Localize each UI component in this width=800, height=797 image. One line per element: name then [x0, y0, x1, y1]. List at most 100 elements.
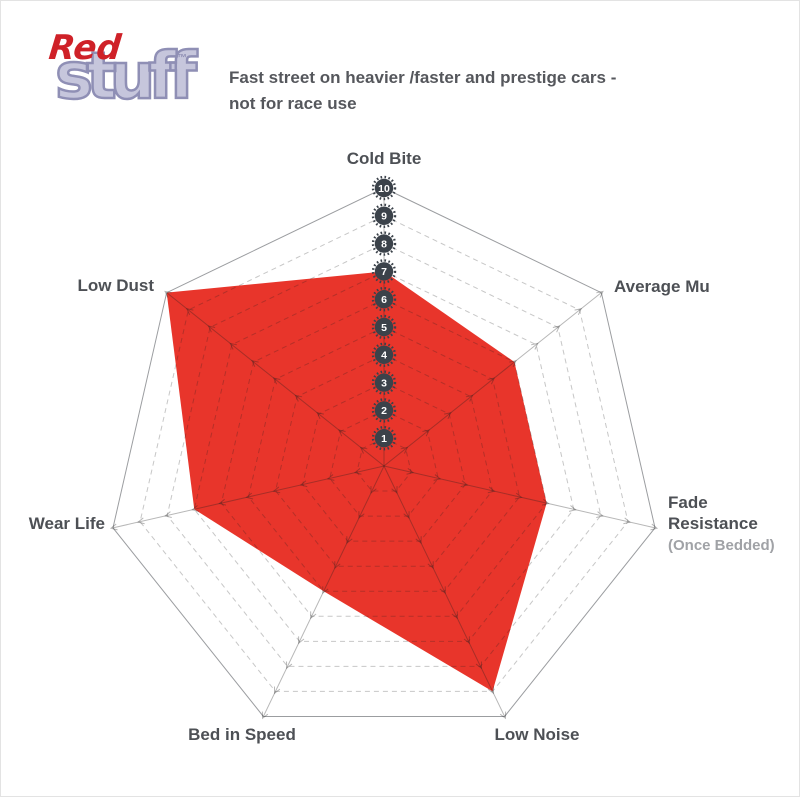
grid-ring-8 [166, 243, 602, 667]
tick-chevron [310, 611, 317, 620]
tick-chevron [433, 474, 442, 481]
tick-chevron [465, 394, 474, 402]
tick-chevron [218, 498, 227, 506]
tick-chevron [359, 446, 368, 454]
axis-spoke-2 [383, 465, 656, 529]
tick-chevron [346, 536, 353, 544]
tick-chevron [596, 290, 604, 298]
tick-chevron [272, 377, 281, 385]
data-polygon [166, 271, 547, 692]
axis-sublabel-fade-resistance: (Once Bedded) [668, 537, 775, 554]
tick-chevron [294, 394, 303, 402]
tick-chevron [422, 429, 430, 437]
chart-description: Fast street on heavier /faster and prest… [229, 65, 616, 117]
scale-number-9: 9 [381, 211, 387, 223]
tick-chevron [358, 511, 365, 519]
axis-spoke-3 [383, 465, 506, 717]
tick-chevron [650, 523, 659, 531]
axis-label-fade-resistance: Fade Resistance (Once Bedded) [668, 493, 775, 554]
logo-trademark: ™ [177, 53, 187, 64]
tick-chevron [427, 561, 434, 569]
tick-chevron [316, 412, 324, 420]
scale-number-3: 3 [381, 377, 387, 389]
axis-spoke-6 [166, 292, 385, 467]
tick-chevron [338, 429, 346, 437]
description-line-2: not for race use [229, 94, 357, 113]
scale-badge-3: 3 [371, 370, 397, 395]
tick-chevron [531, 342, 539, 350]
tick-chevron [487, 486, 496, 494]
tick-chevron [596, 511, 604, 519]
tick-chevron [499, 711, 507, 720]
scale-badge-7: 7 [371, 259, 397, 284]
logo-red-text: Red [46, 28, 123, 68]
axis-label-cold-bite: Cold Bite [347, 149, 422, 168]
scale-badge-5: 5 [371, 314, 397, 340]
scale-number-2: 2 [381, 405, 387, 417]
axis-spoke-4 [262, 465, 385, 717]
tick-chevron [403, 511, 410, 519]
tick-chevron [326, 474, 335, 481]
tick-chevron [353, 467, 362, 475]
grid-ring-7 [193, 270, 575, 642]
grid-ring-10 [112, 187, 656, 717]
tick-chevron [623, 517, 631, 525]
scale-number-6: 6 [381, 294, 387, 306]
scale-number-8: 8 [381, 238, 387, 250]
axis-label-low-dust: Low Dust [78, 276, 155, 295]
description-line-1: Fast street on heavier /faster and prest… [229, 68, 617, 87]
tick-chevron [299, 480, 308, 488]
tick-chevron [451, 611, 458, 620]
tick-chevron [191, 505, 199, 512]
scale-number-10: 10 [378, 183, 390, 195]
tick-chevron [164, 511, 172, 519]
scale-number-5: 5 [381, 322, 387, 334]
tick-chevron [552, 325, 561, 333]
tick-chevron [463, 636, 470, 645]
tick-chevron [460, 480, 469, 488]
scale-number-7: 7 [381, 266, 387, 278]
scale-badge-9: 9 [371, 203, 397, 229]
tick-chevron [415, 536, 422, 544]
logo-stuff-text: stuff [54, 40, 198, 114]
tick-chevron [229, 342, 237, 350]
grid-ring-9 [139, 215, 629, 692]
axis-label-wear-life: Wear Life [29, 514, 105, 533]
tick-chevron [487, 686, 495, 695]
tick-chevron [370, 486, 377, 494]
tick-chevron [286, 661, 293, 670]
grid-ring-3 [302, 382, 466, 542]
tick-chevron [391, 486, 398, 494]
tick-chevron [406, 467, 415, 475]
tick-chevron [137, 517, 145, 525]
tick-chevron [475, 661, 482, 670]
scale-badge-4: 4 [371, 342, 397, 367]
tick-chevron [298, 636, 305, 645]
tick-chevron [251, 360, 259, 368]
scale-badge-6: 6 [371, 287, 397, 312]
grid-ring-6 [220, 298, 548, 617]
tick-chevron [509, 360, 517, 368]
tick-chevron [261, 711, 269, 720]
axis-spoke-1 [383, 292, 602, 467]
grid-ring-4 [275, 354, 493, 567]
grid-ring-2 [329, 409, 439, 517]
tick-chevron [322, 586, 329, 595]
tick-chevron [185, 308, 194, 316]
axis-spoke-5 [112, 465, 385, 529]
scale-number-4: 4 [381, 350, 387, 362]
grid-ring-1 [356, 437, 412, 492]
tick-chevron [569, 505, 577, 512]
scale-badge-8: 8 [371, 231, 397, 256]
tick-chevron [514, 492, 523, 500]
scale-number-1: 1 [381, 433, 387, 445]
tick-chevron [334, 561, 341, 569]
tick-chevron [541, 498, 550, 506]
scale-badge-10: 10 [371, 175, 397, 201]
tick-chevron [400, 446, 409, 454]
tick-chevron [272, 486, 281, 494]
grid-ring-5 [247, 326, 521, 592]
tick-chevron [273, 686, 281, 695]
